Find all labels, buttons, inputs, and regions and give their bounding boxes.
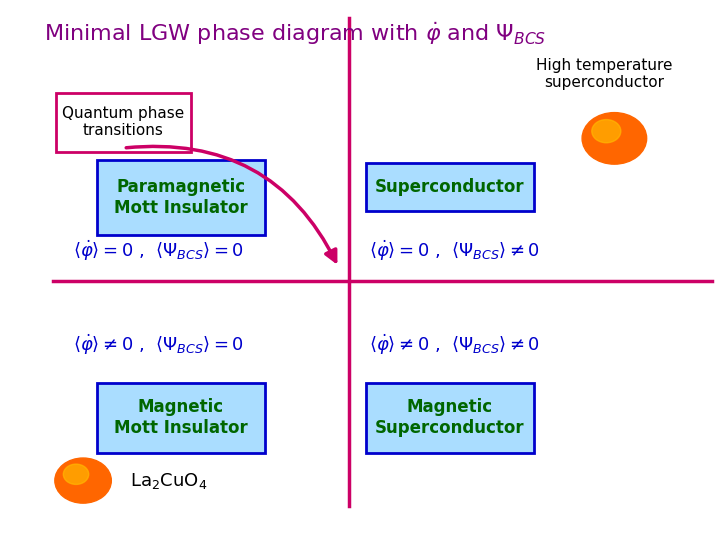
FancyBboxPatch shape — [366, 163, 534, 211]
FancyBboxPatch shape — [56, 93, 191, 152]
Text: Magnetic
Superconductor: Magnetic Superconductor — [375, 399, 524, 437]
Text: La$_2$CuO$_4$: La$_2$CuO$_4$ — [130, 470, 207, 491]
Text: Minimal LGW phase diagram with $\dot{\varphi}$ and $\Psi_{BCS}$: Minimal LGW phase diagram with $\dot{\va… — [44, 20, 546, 47]
Text: Quantum phase
transitions: Quantum phase transitions — [63, 106, 184, 138]
Text: $\langle\dot{\varphi}\rangle \neq 0$ ,  $\langle\Psi_{BCS}\rangle \neq 0$: $\langle\dot{\varphi}\rangle \neq 0$ , $… — [369, 333, 540, 357]
Text: Paramagnetic
Mott Insulator: Paramagnetic Mott Insulator — [114, 178, 248, 217]
Circle shape — [63, 464, 89, 484]
Text: $\langle\dot{\varphi}\rangle = 0$ ,  $\langle\Psi_{BCS}\rangle \neq 0$: $\langle\dot{\varphi}\rangle = 0$ , $\la… — [369, 239, 540, 264]
FancyBboxPatch shape — [96, 160, 265, 235]
FancyBboxPatch shape — [366, 383, 534, 453]
FancyBboxPatch shape — [96, 383, 265, 453]
Text: High temperature
superconductor: High temperature superconductor — [536, 58, 672, 90]
Circle shape — [55, 458, 112, 503]
Text: $\langle\dot{\varphi}\rangle = 0$ ,  $\langle\Psi_{BCS}\rangle = 0$: $\langle\dot{\varphi}\rangle = 0$ , $\la… — [73, 239, 244, 264]
Text: Superconductor: Superconductor — [375, 178, 524, 195]
Text: Magnetic
Mott Insulator: Magnetic Mott Insulator — [114, 399, 248, 437]
Circle shape — [582, 113, 647, 164]
Text: $\langle\dot{\varphi}\rangle \neq 0$ ,  $\langle\Psi_{BCS}\rangle = 0$: $\langle\dot{\varphi}\rangle \neq 0$ , $… — [73, 333, 244, 357]
Circle shape — [592, 119, 621, 143]
